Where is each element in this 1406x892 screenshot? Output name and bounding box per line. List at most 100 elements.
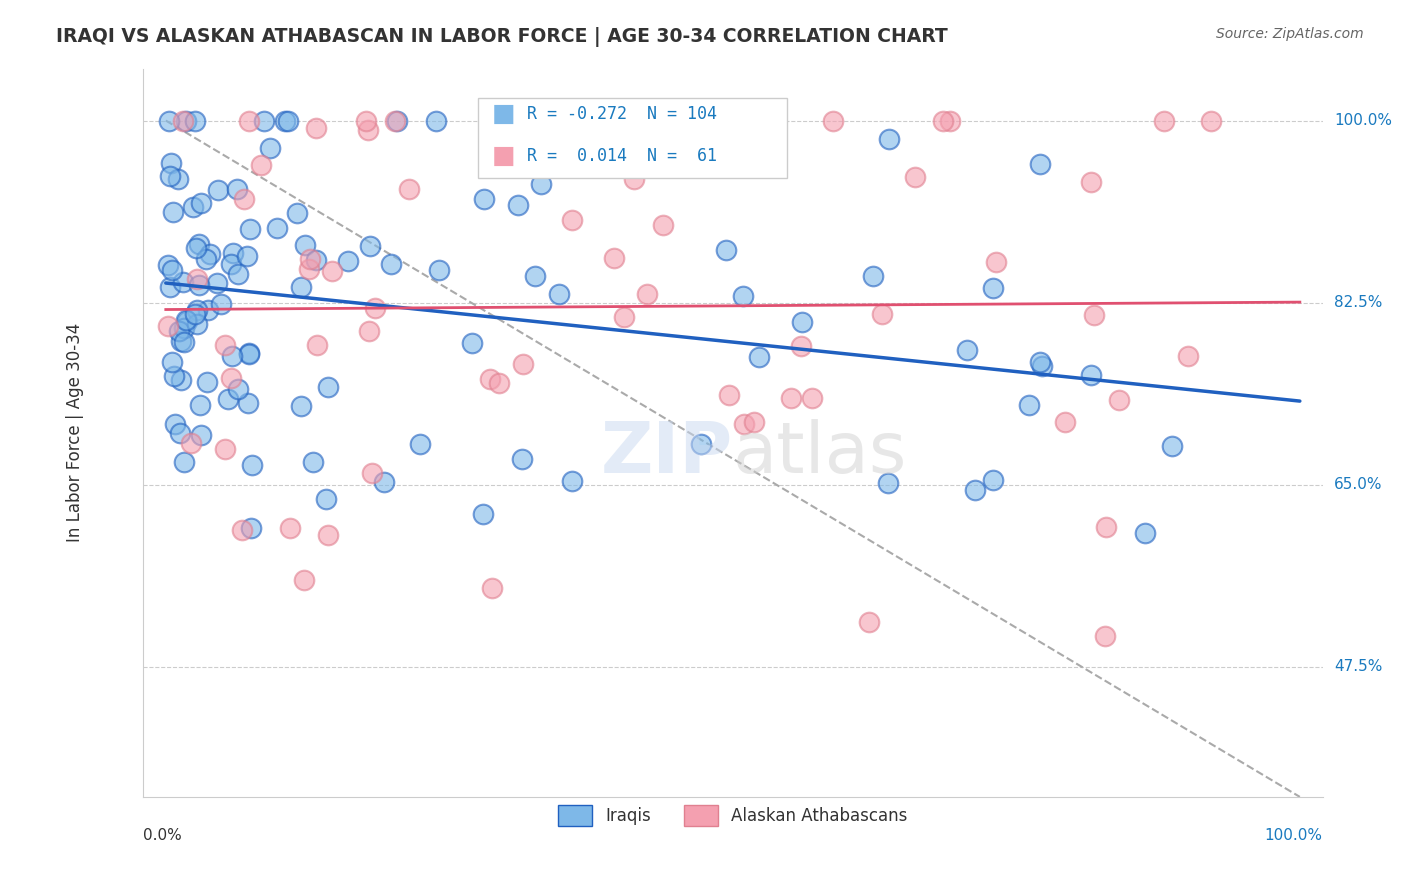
Text: 65.0%: 65.0% <box>1334 477 1382 492</box>
Point <box>307 338 329 352</box>
Point <box>1054 415 1077 429</box>
Point <box>240 458 263 472</box>
Point <box>169 425 191 440</box>
Point <box>623 172 645 186</box>
Point <box>186 317 208 331</box>
Point <box>285 205 308 219</box>
Point <box>187 237 209 252</box>
Point <box>1080 175 1102 189</box>
Point <box>530 177 553 191</box>
Point <box>159 169 181 183</box>
Point <box>561 212 583 227</box>
Point <box>231 524 253 538</box>
Point <box>640 154 662 169</box>
Point <box>188 398 211 412</box>
Point <box>651 219 673 233</box>
Point <box>1095 520 1118 534</box>
Point <box>184 241 207 255</box>
Point <box>305 121 328 136</box>
Text: ■: ■ <box>492 145 516 168</box>
Text: In Labor Force | Age 30-34: In Labor Force | Age 30-34 <box>66 323 84 542</box>
Point <box>636 287 658 301</box>
Point <box>956 343 979 358</box>
Point <box>290 279 312 293</box>
Point <box>1177 349 1199 363</box>
Text: R = -0.272  N = 104: R = -0.272 N = 104 <box>527 105 717 123</box>
Point <box>337 253 360 268</box>
Point <box>398 182 420 196</box>
Point <box>239 222 262 236</box>
Point <box>561 475 583 489</box>
Point <box>1018 398 1040 412</box>
Point <box>425 113 447 128</box>
Point <box>277 113 299 128</box>
Point <box>548 286 571 301</box>
Point <box>876 475 898 490</box>
Point <box>1080 368 1102 382</box>
Point <box>877 132 900 146</box>
Point <box>190 428 212 442</box>
Point <box>236 249 259 263</box>
Point <box>858 615 880 629</box>
Point <box>301 455 323 469</box>
Point <box>157 319 180 334</box>
Point <box>471 507 494 521</box>
Point <box>512 357 534 371</box>
Point <box>1153 113 1175 128</box>
Point <box>870 307 893 321</box>
Point <box>278 521 301 535</box>
Point <box>274 113 297 128</box>
Point <box>156 258 179 272</box>
Point <box>1108 393 1130 408</box>
Point <box>214 442 236 456</box>
Point <box>427 262 450 277</box>
Point <box>1029 355 1052 369</box>
Point <box>166 172 188 186</box>
Point <box>207 183 229 197</box>
Point <box>183 307 205 321</box>
Point <box>678 113 700 128</box>
Point <box>180 435 202 450</box>
Point <box>160 355 183 369</box>
Point <box>361 467 384 481</box>
Point <box>194 252 217 266</box>
Point <box>305 252 328 267</box>
Point <box>574 113 596 128</box>
Point <box>170 373 193 387</box>
Point <box>931 113 953 128</box>
Point <box>238 396 260 410</box>
Legend: Iraqis, Alaskan Athabascans: Iraqis, Alaskan Athabascans <box>551 798 914 832</box>
Point <box>172 275 194 289</box>
Point <box>209 297 232 311</box>
Point <box>298 262 321 277</box>
Point <box>292 573 315 587</box>
Point <box>294 238 316 252</box>
Point <box>266 221 288 235</box>
Point <box>359 238 381 252</box>
Point <box>904 169 927 184</box>
Point <box>183 113 205 128</box>
Point <box>801 391 824 405</box>
Point <box>200 247 222 261</box>
Point <box>162 205 184 219</box>
Point <box>1161 439 1184 453</box>
Point <box>481 581 503 595</box>
Point <box>160 263 183 277</box>
Point <box>250 158 273 172</box>
Point <box>169 324 191 338</box>
Point <box>226 267 249 281</box>
Point <box>1029 157 1052 171</box>
Point <box>205 276 228 290</box>
Point <box>690 437 713 451</box>
Point <box>357 324 380 338</box>
Point <box>744 415 766 429</box>
Point <box>385 113 408 128</box>
Point <box>157 113 180 128</box>
Point <box>172 113 194 128</box>
Point <box>195 376 218 390</box>
Point <box>214 338 236 352</box>
Point <box>733 417 755 431</box>
Point <box>221 350 243 364</box>
Point <box>173 321 195 335</box>
Point <box>981 281 1004 295</box>
